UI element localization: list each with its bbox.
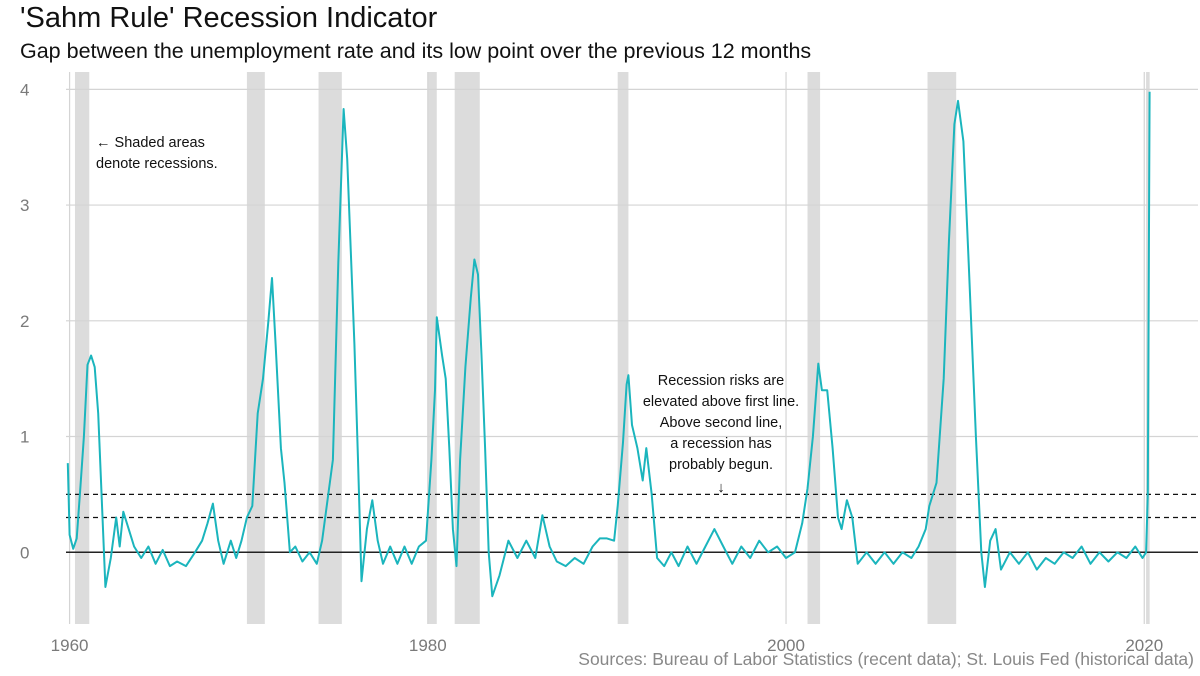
y-tick-label-4: 4 — [20, 80, 29, 99]
recession-band-5 — [617, 72, 629, 624]
shaded-areas-note-line2: denote recessions. — [96, 156, 218, 172]
y-tick-label-0: 0 — [20, 543, 29, 562]
x-tick-label-1960: 1960 — [51, 636, 89, 655]
risk-note-arrow: ↓ — [717, 480, 724, 496]
risk-note-line3: Above second line, — [660, 415, 783, 431]
gridlines — [66, 72, 1198, 624]
chart-title: 'Sahm Rule' Recession Indicator — [20, 2, 438, 34]
x-tick-label-2000: 2000 — [767, 636, 805, 655]
risk-note-line1: Recession risks are — [658, 373, 785, 389]
shaded-areas-note-line1: ← Shaded areas — [96, 135, 205, 151]
x-tick-label-2020: 2020 — [1125, 636, 1163, 655]
recession-shading — [74, 72, 1150, 624]
recession-band-0 — [74, 72, 90, 624]
chart-subtitle: Gap between the unemployment rate and it… — [20, 39, 812, 63]
series-line-group — [66, 91, 1151, 598]
recession-band-3 — [427, 72, 437, 624]
x-tick-label-1980: 1980 — [409, 636, 447, 655]
recession-band-2 — [318, 72, 342, 624]
risk-note-line5: probably begun. — [669, 457, 773, 473]
y-tick-label-2: 2 — [20, 312, 29, 331]
threshold-lines — [66, 493, 1198, 519]
risk-note-line4: a recession has — [670, 436, 772, 452]
series-line-0 — [66, 91, 1151, 598]
axis-ticks: 0 1 2 3 4 1960 1980 2000 2020 — [20, 80, 1163, 655]
recession-band-1 — [246, 72, 265, 624]
y-tick-label-3: 3 — [20, 196, 29, 215]
recession-band-6 — [807, 72, 821, 624]
recession-band-7 — [927, 72, 957, 624]
source-caption: Sources: Bureau of Labor Statistics (rec… — [578, 649, 1194, 669]
risk-note-line2: elevated above first line. — [643, 394, 799, 410]
y-tick-label-1: 1 — [20, 428, 29, 447]
